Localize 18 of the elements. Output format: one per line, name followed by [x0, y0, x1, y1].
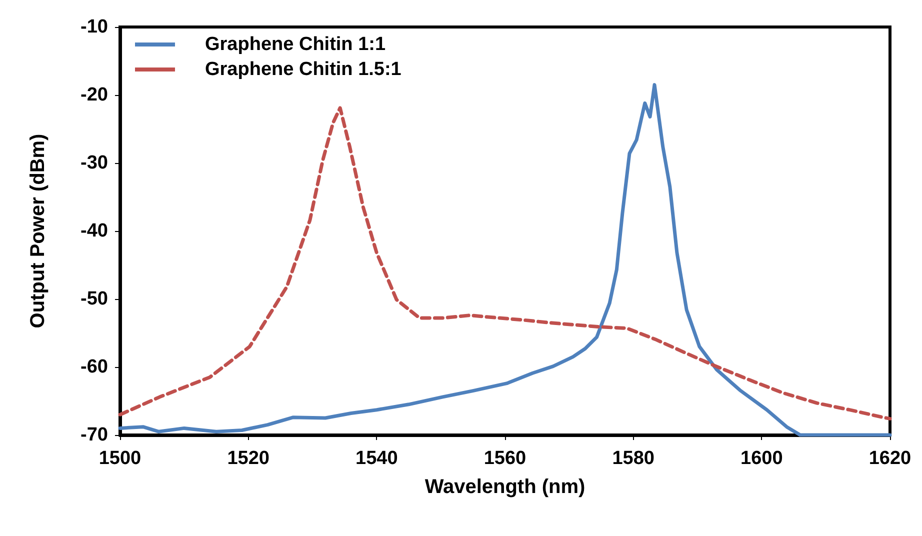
y-axis-title: Output Power (dBm) [27, 134, 49, 328]
x-tick-label: 1500 [98, 448, 142, 469]
y-tick-label: -10 [80, 16, 108, 38]
x-tick-label: 1540 [356, 448, 398, 469]
x-tick-label: 1560 [484, 448, 526, 469]
y-tick-label: -50 [80, 288, 108, 310]
legend-label: Graphene Chitin 1.5:1 [205, 59, 402, 80]
y-tick-label: -20 [80, 84, 108, 106]
x-tick-label: 1600 [740, 448, 783, 469]
x-axis-title: Wavelength (nm) [424, 476, 586, 498]
x-tick-label: 1580 [612, 448, 654, 469]
legend-label: Graphene Chitin 1:1 [205, 34, 386, 55]
x-tick-label: 1520 [227, 448, 270, 469]
y-tick-label: -60 [80, 356, 108, 378]
y-tick-label: -30 [80, 152, 108, 174]
x-tick-label: 1620 [868, 448, 912, 469]
y-tick-label: -40 [80, 220, 108, 242]
y-tick-label: -70 [80, 424, 108, 446]
